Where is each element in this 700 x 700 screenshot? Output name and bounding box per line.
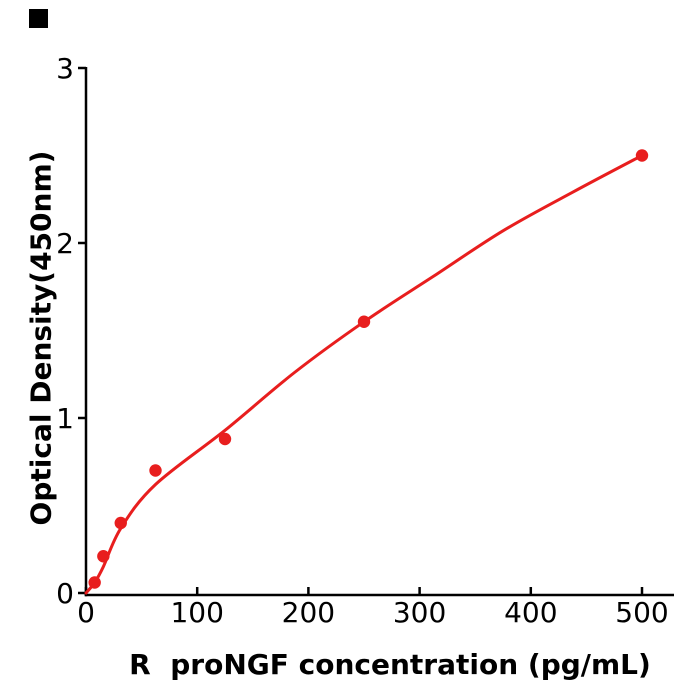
data-point bbox=[218, 432, 232, 446]
data-point bbox=[97, 550, 110, 563]
y-tick-label: 0 bbox=[56, 577, 74, 610]
fitted-curve bbox=[84, 154, 644, 595]
x-tick-label: 0 bbox=[77, 596, 95, 629]
x-tick-label: 500 bbox=[615, 596, 668, 629]
data-point bbox=[114, 516, 127, 530]
y-tick-label: 1 bbox=[56, 402, 74, 435]
x-tick-label: 100 bbox=[170, 596, 223, 629]
data-point bbox=[88, 576, 101, 589]
data-point bbox=[149, 464, 162, 477]
y-tick-label: 2 bbox=[56, 227, 74, 260]
y-axis-label: Optical Density(450nm) bbox=[24, 150, 58, 526]
x-tick-label: 400 bbox=[504, 596, 557, 629]
x-axis-label: R proNGF concentration (pg/mL) bbox=[129, 648, 651, 681]
data-point bbox=[635, 149, 649, 162]
x-tick-label: 300 bbox=[393, 596, 446, 629]
corner-mark-square bbox=[29, 9, 48, 28]
x-tick-label: 200 bbox=[282, 596, 335, 629]
y-tick-label: 3 bbox=[56, 52, 74, 85]
data-point bbox=[357, 315, 371, 328]
